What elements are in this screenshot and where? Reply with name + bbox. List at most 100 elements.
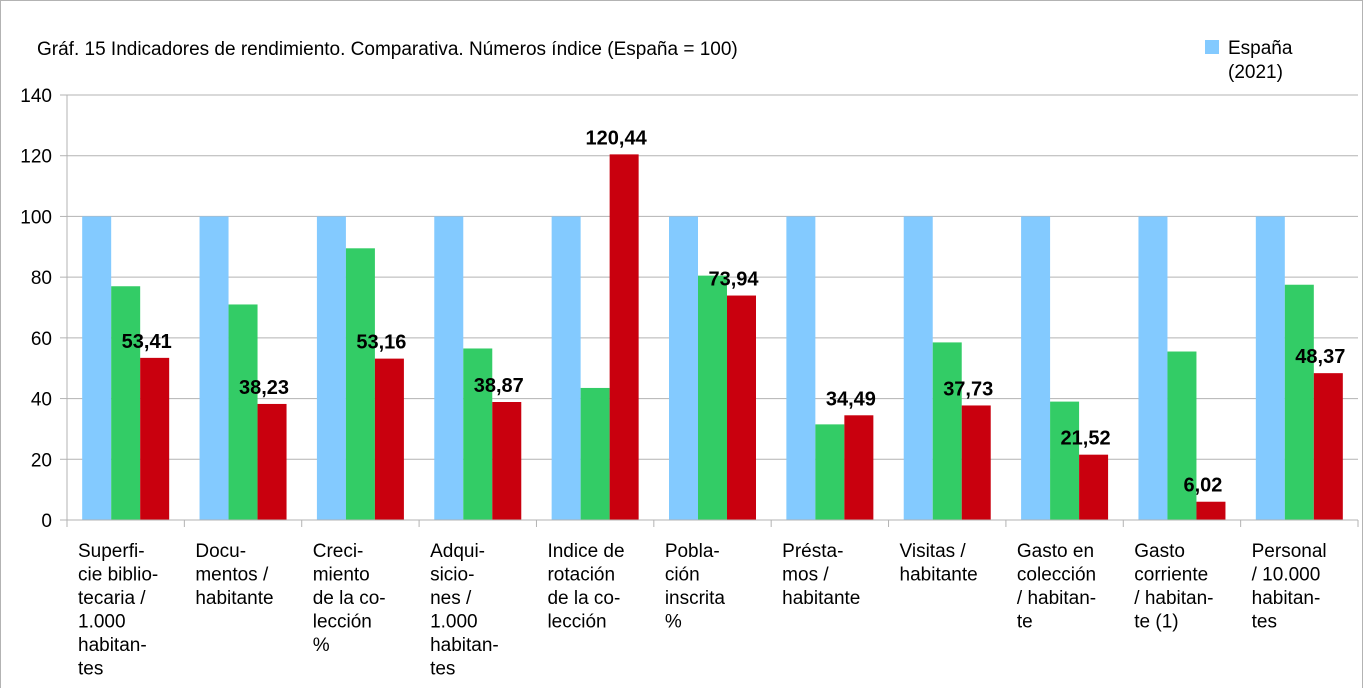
bar — [580, 387, 610, 520]
x-tick-label: % — [665, 612, 682, 633]
x-tick-label: lección — [547, 612, 606, 633]
bar — [786, 216, 816, 520]
bar — [492, 402, 522, 520]
x-tick-label: rotación — [547, 565, 615, 586]
bar — [1196, 501, 1226, 520]
bar — [609, 154, 639, 520]
y-tick-label: 0 — [41, 511, 52, 532]
x-tick-label: tes — [430, 659, 455, 680]
y-tick-label: 100 — [20, 207, 52, 228]
bar — [1138, 216, 1168, 520]
bar — [140, 357, 170, 520]
x-tick-label: colección — [1017, 565, 1096, 586]
data-label: 48,37 — [1295, 346, 1345, 368]
data-label: 6,02 — [1183, 475, 1222, 497]
legend-swatch — [1205, 40, 1219, 54]
bar — [82, 216, 112, 520]
x-tick-label: habitante — [195, 588, 273, 609]
legend-label: España (2021) — [1228, 38, 1298, 83]
x-tick-label: Indice de — [547, 541, 624, 562]
x-tick-label: habitan- — [430, 635, 499, 656]
x-tick-label: lección — [313, 612, 372, 633]
data-label: 53,16 — [356, 332, 406, 354]
y-tick-label: 60 — [31, 329, 52, 350]
x-tick-label: / habitan- — [1017, 588, 1096, 609]
x-tick-label: / habitan- — [1134, 588, 1213, 609]
x-tick-label: Visitas / — [900, 541, 967, 562]
bar — [1050, 401, 1080, 520]
bar — [111, 286, 141, 520]
x-tick-label: % — [313, 635, 330, 656]
bar — [374, 358, 404, 520]
y-tick-label: 120 — [20, 147, 52, 168]
bar — [1284, 284, 1314, 520]
bar — [199, 216, 229, 520]
x-tick-label: habitante — [782, 588, 860, 609]
bar — [961, 405, 991, 520]
x-tick-label: te (1) — [1134, 612, 1178, 633]
bar — [844, 415, 874, 520]
bar — [1167, 351, 1197, 520]
bar — [1021, 216, 1051, 520]
bar — [345, 248, 375, 520]
data-label: 53,41 — [122, 331, 172, 353]
x-tick-label: tecaria / — [78, 588, 146, 609]
x-tick-label: Superfi- — [78, 541, 145, 562]
y-tick-label: 140 — [20, 86, 52, 107]
x-tick-label: Gasto en — [1017, 541, 1094, 562]
x-tick-label: miento — [313, 565, 370, 586]
data-label: 38,87 — [474, 375, 524, 397]
bar — [551, 216, 581, 520]
data-label: 21,52 — [1061, 428, 1111, 450]
chart-title: Gráf. 15 Indicadores de rendimiento. Com… — [37, 39, 738, 60]
x-tick-label: habitan- — [78, 635, 147, 656]
x-tick-label: inscrita — [665, 588, 726, 609]
bar — [257, 403, 287, 520]
data-label: 73,94 — [708, 269, 759, 291]
x-tick-label: de la co- — [547, 588, 620, 609]
data-label: 37,73 — [943, 378, 993, 400]
x-tick-label: Présta- — [782, 541, 843, 562]
bar — [434, 216, 464, 520]
x-tick-label: corriente — [1134, 565, 1208, 586]
y-tick-label: 80 — [31, 268, 52, 289]
bar — [1313, 373, 1343, 520]
y-tick-label: 20 — [31, 450, 52, 471]
bar — [903, 216, 933, 520]
x-tick-label: te — [1017, 612, 1033, 633]
x-tick-label: mentos / — [195, 565, 269, 586]
x-tick-label: habitante — [900, 565, 978, 586]
data-label: 34,49 — [826, 388, 876, 410]
bar — [316, 216, 346, 520]
x-tick-label: / 10.000 — [1252, 565, 1321, 586]
x-tick-label: mos / — [782, 565, 829, 586]
bar — [698, 275, 727, 520]
x-tick-label: Adqui- — [430, 541, 485, 562]
x-tick-label: Creci- — [313, 541, 364, 562]
data-label: 120,44 — [586, 127, 648, 149]
bar — [932, 342, 962, 520]
x-tick-label: 1.000 — [78, 612, 126, 633]
bar — [727, 295, 756, 520]
bar — [1255, 216, 1285, 520]
x-tick-label: Gasto — [1134, 541, 1185, 562]
x-tick-label: habitan- — [1252, 588, 1321, 609]
y-tick-label: 40 — [31, 390, 52, 411]
x-tick-label: Pobla- — [665, 541, 720, 562]
bar — [1079, 454, 1109, 520]
x-tick-label: cie biblio- — [78, 565, 158, 586]
data-label: 38,23 — [239, 377, 289, 399]
x-tick-label: ción — [665, 565, 700, 586]
x-tick-label: tes — [1252, 612, 1277, 633]
bar — [463, 348, 493, 520]
x-tick-label: tes — [78, 659, 103, 680]
x-tick-label: nes / — [430, 588, 472, 609]
x-tick-label: Personal — [1252, 541, 1327, 562]
bar — [228, 304, 258, 520]
bar — [815, 424, 845, 520]
bar — [669, 216, 698, 520]
x-tick-label: sicio- — [430, 565, 474, 586]
x-tick-label: de la co- — [313, 588, 386, 609]
x-tick-label: Docu- — [195, 541, 246, 562]
